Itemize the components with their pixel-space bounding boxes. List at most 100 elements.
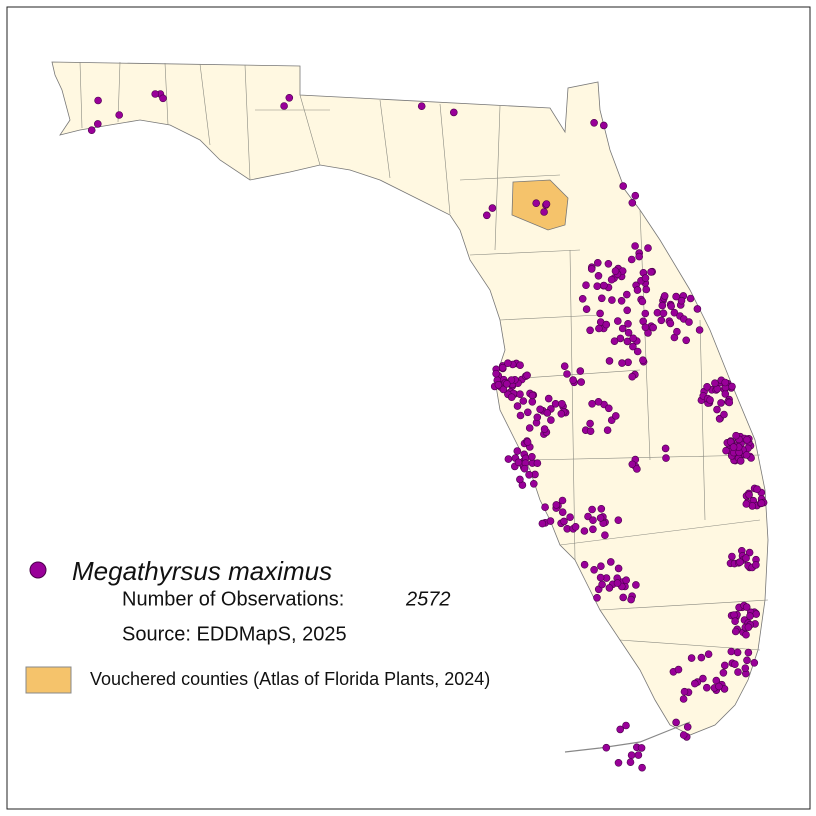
- observation-point: [498, 363, 507, 372]
- observation-point: [571, 522, 580, 531]
- observation-point: [619, 593, 628, 602]
- observation-point: [623, 306, 632, 315]
- observation-point: [547, 416, 555, 424]
- observation-point: [513, 402, 522, 410]
- observation-point: [733, 648, 742, 657]
- observation-point: [757, 499, 766, 508]
- observation-point: [586, 326, 594, 335]
- florida-keys: [564, 721, 691, 753]
- legend-vouchered-label: Vouchered counties (Atlas of Florida Pla…: [90, 669, 490, 689]
- observation-point: [613, 579, 622, 587]
- observation-point: [742, 554, 750, 562]
- observation-point: [540, 208, 548, 216]
- observation-point: [661, 444, 670, 453]
- observation-point: [528, 397, 537, 406]
- observation-point: [662, 454, 670, 462]
- observation-point: [602, 320, 611, 329]
- observation-point: [703, 382, 711, 391]
- observation-point: [633, 347, 642, 356]
- observation-point: [713, 405, 721, 414]
- observation-point: [706, 396, 714, 404]
- observation-point: [695, 326, 704, 334]
- observation-point: [536, 405, 544, 414]
- observation-point: [629, 342, 637, 351]
- observation-point: [604, 404, 613, 413]
- observation-point: [742, 630, 750, 639]
- observation-point: [600, 281, 608, 290]
- observation-point: [563, 370, 571, 378]
- observation-point: [618, 324, 627, 333]
- observation-point: [597, 504, 606, 513]
- observation-point: [94, 96, 102, 105]
- observation-point: [593, 282, 602, 291]
- observation-point: [744, 623, 753, 632]
- observation-point: [638, 763, 646, 772]
- observation-point: [637, 744, 646, 752]
- observation-point: [736, 558, 744, 566]
- observation-point: [750, 658, 759, 667]
- observation-point: [597, 294, 606, 303]
- observation-point: [729, 443, 738, 451]
- observation-point: [616, 725, 625, 734]
- observation-point: [613, 317, 622, 325]
- observation-point: [731, 627, 740, 636]
- observation-point: [627, 751, 636, 760]
- observation-point: [593, 258, 602, 267]
- observation-point: [628, 199, 637, 207]
- observation-point: [558, 508, 567, 517]
- observation-point: [558, 399, 566, 408]
- observation-point: [628, 372, 637, 381]
- observation-point: [622, 290, 631, 299]
- observation-point: [720, 410, 728, 419]
- observation-point: [606, 558, 615, 566]
- observation-point: [623, 337, 632, 346]
- observation-point: [507, 393, 516, 402]
- observation-point: [523, 408, 532, 417]
- observation-point: [594, 271, 603, 280]
- observation-point: [728, 552, 736, 561]
- observation-point: [558, 496, 567, 505]
- observation-point: [608, 296, 616, 304]
- observation-point: [622, 721, 630, 730]
- observation-point: [569, 376, 577, 384]
- observation-point: [605, 357, 614, 365]
- observation-point: [672, 292, 680, 301]
- observation-point: [449, 108, 458, 117]
- observation-point: [586, 427, 595, 436]
- observation-point: [516, 411, 525, 420]
- observation-point: [94, 120, 102, 128]
- observation-point: [732, 431, 740, 440]
- observation-point: [540, 425, 549, 433]
- observation-point: [677, 296, 686, 305]
- observation-point: [641, 274, 650, 282]
- observation-point: [634, 751, 643, 759]
- observation-point: [673, 327, 681, 336]
- observation-point: [580, 527, 589, 535]
- observation-point: [687, 654, 696, 662]
- observation-point: [742, 451, 751, 459]
- observation-point: [631, 191, 640, 200]
- observation-point: [533, 413, 542, 422]
- observation-point: [525, 424, 534, 432]
- observation-point: [728, 382, 736, 391]
- observation-point: [504, 455, 513, 463]
- observation-point: [596, 309, 604, 318]
- observation-point: [682, 336, 691, 345]
- observation-point: [603, 426, 612, 435]
- observation-point: [672, 718, 680, 727]
- observation-point: [622, 576, 631, 585]
- observation-point: [520, 464, 529, 473]
- observation-point: [542, 200, 551, 208]
- observation-point: [649, 323, 658, 332]
- observation-point: [519, 397, 528, 405]
- observation-point: [624, 328, 633, 337]
- observation-point: [618, 359, 626, 367]
- observation-point: [633, 286, 642, 294]
- observation-point: [725, 398, 734, 407]
- observation-point: [659, 309, 668, 318]
- observation-point: [614, 516, 623, 525]
- observation-point: [588, 505, 596, 514]
- observation-point: [87, 126, 96, 134]
- observation-point: [641, 309, 650, 318]
- observation-point: [742, 603, 751, 611]
